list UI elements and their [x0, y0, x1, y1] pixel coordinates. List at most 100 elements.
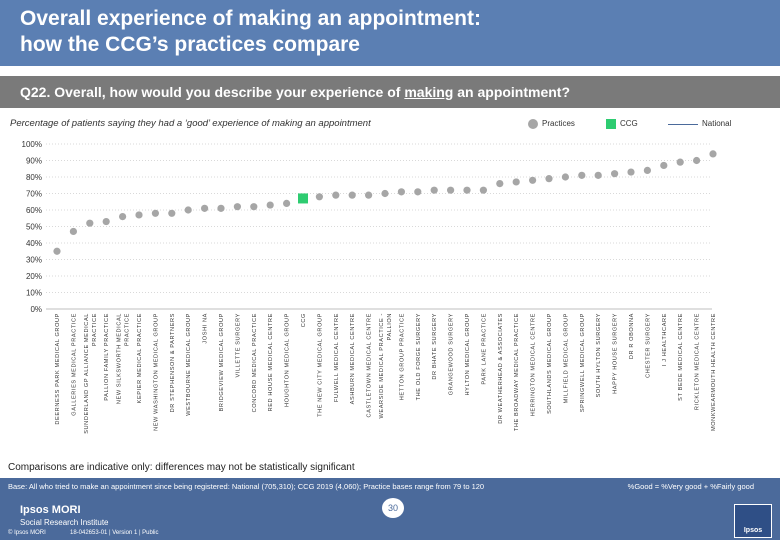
legend-line-national	[668, 124, 698, 125]
practice-point	[348, 191, 356, 199]
practice-point	[529, 176, 537, 184]
practice-point	[578, 171, 586, 179]
page-number: 30	[382, 498, 404, 518]
legend-swatch-ccg	[606, 119, 616, 129]
x-tick-label: I J HEALTHCARE	[662, 313, 668, 366]
y-tick-label: 10%	[26, 289, 42, 298]
practice-point	[561, 173, 570, 181]
x-tick-label: DR BHATE SURGERY	[432, 313, 438, 380]
x-tick-label: BRIDGEVIEW MEDICAL GROUP	[219, 313, 225, 411]
question-underlined: making	[404, 84, 454, 100]
chart-legend: Practices CCG National	[520, 117, 760, 131]
x-tick-label: MILLFIELD MEDICAL GROUP	[563, 313, 569, 403]
legend-swatch-practices	[528, 119, 538, 129]
x-tick-label: SPRINGWELL MEDICAL GROUP	[580, 313, 586, 412]
x-tick-label: HAPPY HOUSE SURGERY	[613, 313, 619, 394]
legend-label-practices: Practices	[542, 119, 575, 128]
practice-point	[53, 247, 61, 255]
x-tick-label: SUNDERLAND GP ALLIANCE MEDICAL	[84, 313, 90, 434]
y-tick-label: 20%	[26, 272, 42, 281]
y-tick-label: 80%	[26, 173, 42, 182]
practice-point	[676, 158, 684, 166]
x-tick-label: PALLION	[387, 313, 393, 340]
x-tick-label: GALLERIES MEDICAL PRACTICE	[71, 313, 77, 416]
x-tick-label: PRACTICE	[92, 313, 98, 346]
ipsos-logo: Ipsos	[734, 504, 772, 538]
practice-point	[611, 170, 619, 178]
x-tick-label: SOUTH HYLTON SURGERY	[596, 313, 602, 397]
x-tick-label: CASTLETOWN MEDICAL CENTRE	[367, 313, 373, 418]
x-tick-label: DEERNESS PARK MEDICAL GROUP	[55, 313, 61, 425]
practice-point	[233, 203, 241, 211]
brand-subtitle: Social Research Institute	[20, 518, 109, 527]
practice-point	[545, 175, 553, 183]
x-tick-label: GRANGEWOOD SURGERY	[449, 313, 455, 395]
x-tick-label: NEW WASHINGTON MEDICAL GROUP	[153, 313, 159, 431]
x-tick-label: MONKWEARMOUTH HEALTH CENTRE	[711, 313, 717, 431]
question-prefix: Q22. Overall, how would you describe you…	[20, 84, 405, 100]
practice-point	[660, 161, 668, 170]
x-tick-label: KEPIER MEDICAL PRACTICE	[137, 313, 143, 403]
question-suffix: an appointment?	[453, 84, 571, 100]
x-tick-label: HYLTON MEDICAL GROUP	[465, 313, 471, 395]
y-tick-label: 50%	[26, 223, 42, 232]
practice-point	[332, 191, 340, 199]
x-tick-label: DR STEPHENSON & PARTNERS	[170, 313, 176, 412]
practice-point	[512, 178, 520, 186]
x-tick-label: THE OLD FORGE SURGERY	[416, 313, 422, 400]
practice-point	[135, 211, 143, 219]
question-text: Q22. Overall, how would you describe you…	[20, 84, 570, 100]
legend-label-national: National	[702, 119, 732, 128]
y-tick-label: 90%	[26, 157, 42, 166]
x-tick-label: HOUGHTON MEDICAL GROUP	[285, 313, 291, 407]
x-tick-label: JOSHI NA	[203, 313, 209, 344]
practice-point	[201, 204, 209, 212]
practice-point	[184, 206, 192, 214]
practice-point	[643, 166, 652, 174]
practice-point	[250, 203, 258, 211]
practice-point	[627, 168, 635, 176]
practice-point	[151, 209, 159, 217]
x-tick-label: DR R OBONNA	[629, 313, 635, 359]
legend-label-ccg: CCG	[620, 119, 638, 128]
x-tick-label: PARK LANE PRACTICE	[481, 313, 487, 385]
x-tick-label: ASHBURN MEDICAL CENTRE	[350, 313, 356, 404]
practice-point	[315, 193, 323, 201]
practice-point	[283, 199, 291, 207]
x-tick-label: THE NEW CITY MEDICAL GROUP	[317, 313, 323, 417]
practice-point	[217, 204, 225, 212]
logo-text: Ipsos	[743, 527, 763, 534]
chart-subtitle: Percentage of patients saying they had a…	[10, 118, 371, 129]
ccg-point	[298, 193, 308, 204]
y-tick-label: 70%	[26, 190, 42, 199]
practice-point	[365, 191, 373, 199]
practice-point	[381, 189, 389, 198]
practice-point	[397, 188, 405, 196]
practice-point	[693, 156, 701, 165]
x-tick-label: HETTON GROUP PRACTICE	[399, 313, 405, 400]
x-tick-label: CONCORD MEDICAL PRACTICE	[252, 313, 258, 412]
practice-point	[414, 188, 422, 196]
practice-point	[69, 227, 77, 236]
page-title: Overall experience of making an appointm…	[20, 7, 481, 56]
x-tick-label: THE BROADWAY MEDICAL PRACTICE	[514, 313, 520, 431]
x-tick-label: WESTBOURNE MEDICAL GROUP	[186, 313, 192, 416]
practice-point	[447, 186, 455, 194]
x-tick-label: RED HOUSE MEDICAL CENTRE	[268, 313, 274, 411]
x-tick-label: ST BEDE MEDICAL CENTRE	[678, 313, 684, 401]
practice-point	[594, 171, 602, 179]
x-tick-label: WEARSIDE MEDICAL PRACTICE -	[379, 313, 385, 419]
x-tick-label: PALLION FAMILY PRACTICE	[104, 313, 110, 401]
x-tick-label: DR WEATHERHEAD & ASSOCIATES	[498, 313, 504, 424]
copyright-text: © Ipsos MORI	[8, 530, 46, 536]
base-text: Base: All who tried to make an appointme…	[8, 482, 485, 491]
scatter-chart: 0% 10% 20% 30% 40% 50% 60% 70% 80% 90% 100% DEERNES…	[22, 140, 717, 434]
x-tick-label: CHESTER SURGERY	[645, 313, 651, 378]
practice-point	[119, 213, 127, 221]
y-tick-label: 60%	[26, 206, 42, 215]
practice-point	[266, 201, 274, 209]
practice-point	[102, 217, 110, 226]
practice-point	[496, 180, 504, 188]
y-tick-label: 100%	[22, 140, 42, 149]
practice-point	[479, 186, 487, 194]
